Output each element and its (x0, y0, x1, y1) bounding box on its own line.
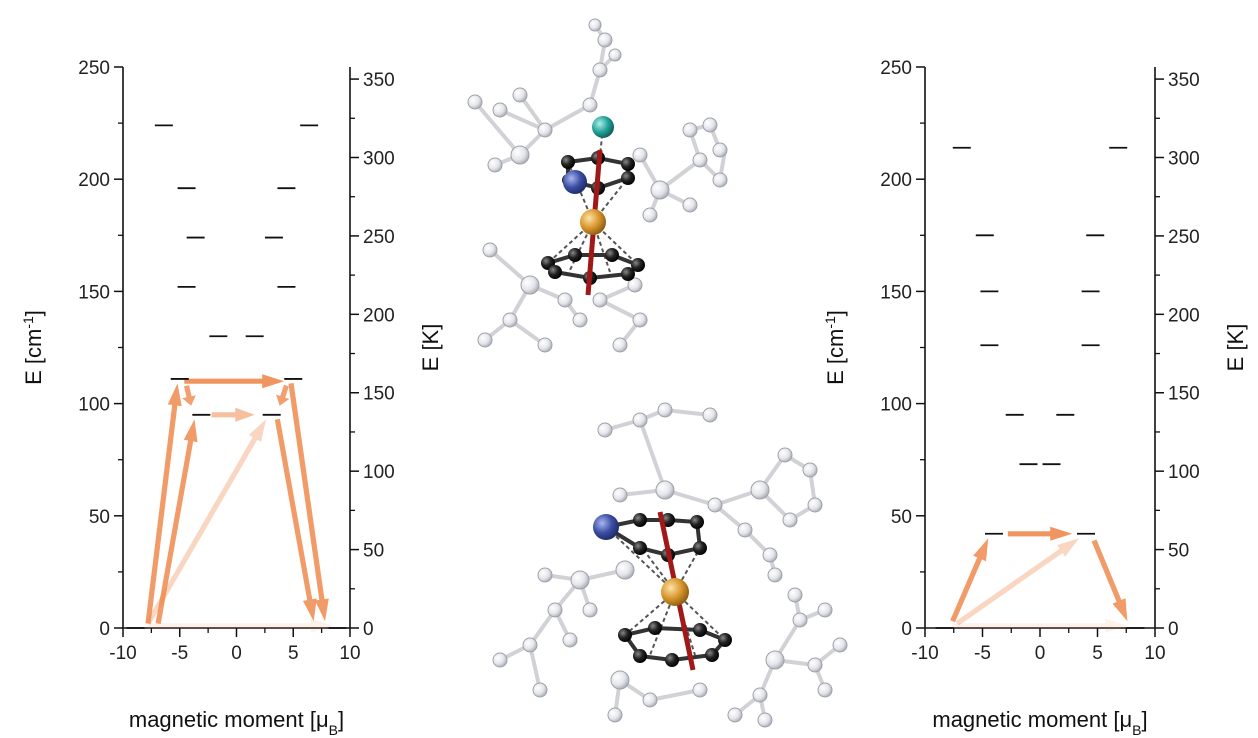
transition-arrow (952, 618, 1128, 633)
y2-tick-label: 0 (363, 619, 374, 640)
y-tick-label: 50 (891, 507, 912, 528)
transition-arrow (950, 538, 989, 623)
y2-tick-label: 350 (1168, 70, 1200, 91)
transition-arrow (148, 618, 333, 633)
left-energy-level-chart: 050100150200250050100150200250300350-10-… (20, 58, 443, 738)
y2-tick-label: 100 (1168, 462, 1200, 483)
molecule-structure-top (467, 18, 728, 353)
y-tick-label: 0 (99, 619, 110, 640)
y2-tick-label: 200 (363, 305, 395, 326)
transition-arrow (145, 419, 266, 625)
y2-tick-label: 250 (1168, 227, 1200, 248)
y-axis-title-right: E [K] (418, 324, 443, 372)
x-tick-label: -5 (974, 643, 991, 664)
right-energy-level-chart: 050100150200250050100150200250300350-10-… (822, 58, 1248, 738)
transition-arrow (1007, 526, 1073, 541)
y-axis-title-left: E [cm-1] (20, 310, 46, 385)
transition-arrow (1091, 539, 1128, 622)
transition-arrow (145, 383, 182, 624)
y2-tick-label: 350 (363, 70, 395, 91)
y-tick-label: 250 (78, 58, 110, 79)
x-axis-title: magnetic moment [μB] (129, 707, 344, 738)
transition-arrow (155, 419, 198, 624)
x-tick-label: 10 (339, 643, 360, 664)
transition-arrow (274, 418, 317, 622)
transition-arrow (182, 385, 196, 406)
x-axis-title: magnetic moment [μB] (932, 707, 1147, 738)
transition-arrow (211, 407, 255, 422)
y-axis-title-left: E [cm-1] (822, 310, 848, 385)
transition-arrow (184, 374, 285, 389)
x-tick-label: -10 (911, 643, 938, 664)
y-tick-label: 150 (78, 282, 110, 303)
x-tick-label: 10 (1144, 643, 1165, 664)
x-tick-label: 5 (288, 643, 299, 664)
molecule-structure-bottom (492, 402, 848, 728)
y-tick-label: 250 (880, 58, 912, 79)
transition-arrow (288, 383, 329, 622)
x-tick-label: -10 (109, 643, 136, 664)
x-tick-label: -5 (171, 643, 188, 664)
y-tick-label: 0 (901, 619, 912, 640)
y2-tick-label: 300 (363, 148, 395, 169)
y2-tick-label: 0 (1168, 619, 1179, 640)
y-tick-label: 100 (880, 395, 912, 416)
y2-tick-label: 50 (1168, 541, 1189, 562)
y-tick-label: 150 (880, 282, 912, 303)
y2-tick-label: 150 (363, 384, 395, 405)
y-tick-label: 200 (880, 170, 912, 191)
y2-tick-label: 300 (1168, 148, 1200, 169)
y2-tick-label: 100 (363, 462, 395, 483)
x-tick-label: 0 (1035, 643, 1046, 664)
transition-arrow (276, 384, 290, 406)
transition-arrow (955, 538, 1080, 626)
x-tick-label: 0 (231, 643, 242, 664)
y2-tick-label: 250 (363, 227, 395, 248)
y-tick-label: 50 (89, 507, 110, 528)
y-tick-label: 200 (78, 170, 110, 191)
y2-tick-label: 200 (1168, 305, 1200, 326)
y2-tick-label: 150 (1168, 384, 1200, 405)
x-tick-label: 5 (1092, 643, 1103, 664)
y2-tick-label: 50 (363, 541, 384, 562)
y-axis-title-right: E [K] (1223, 324, 1248, 372)
y-tick-label: 100 (78, 395, 110, 416)
